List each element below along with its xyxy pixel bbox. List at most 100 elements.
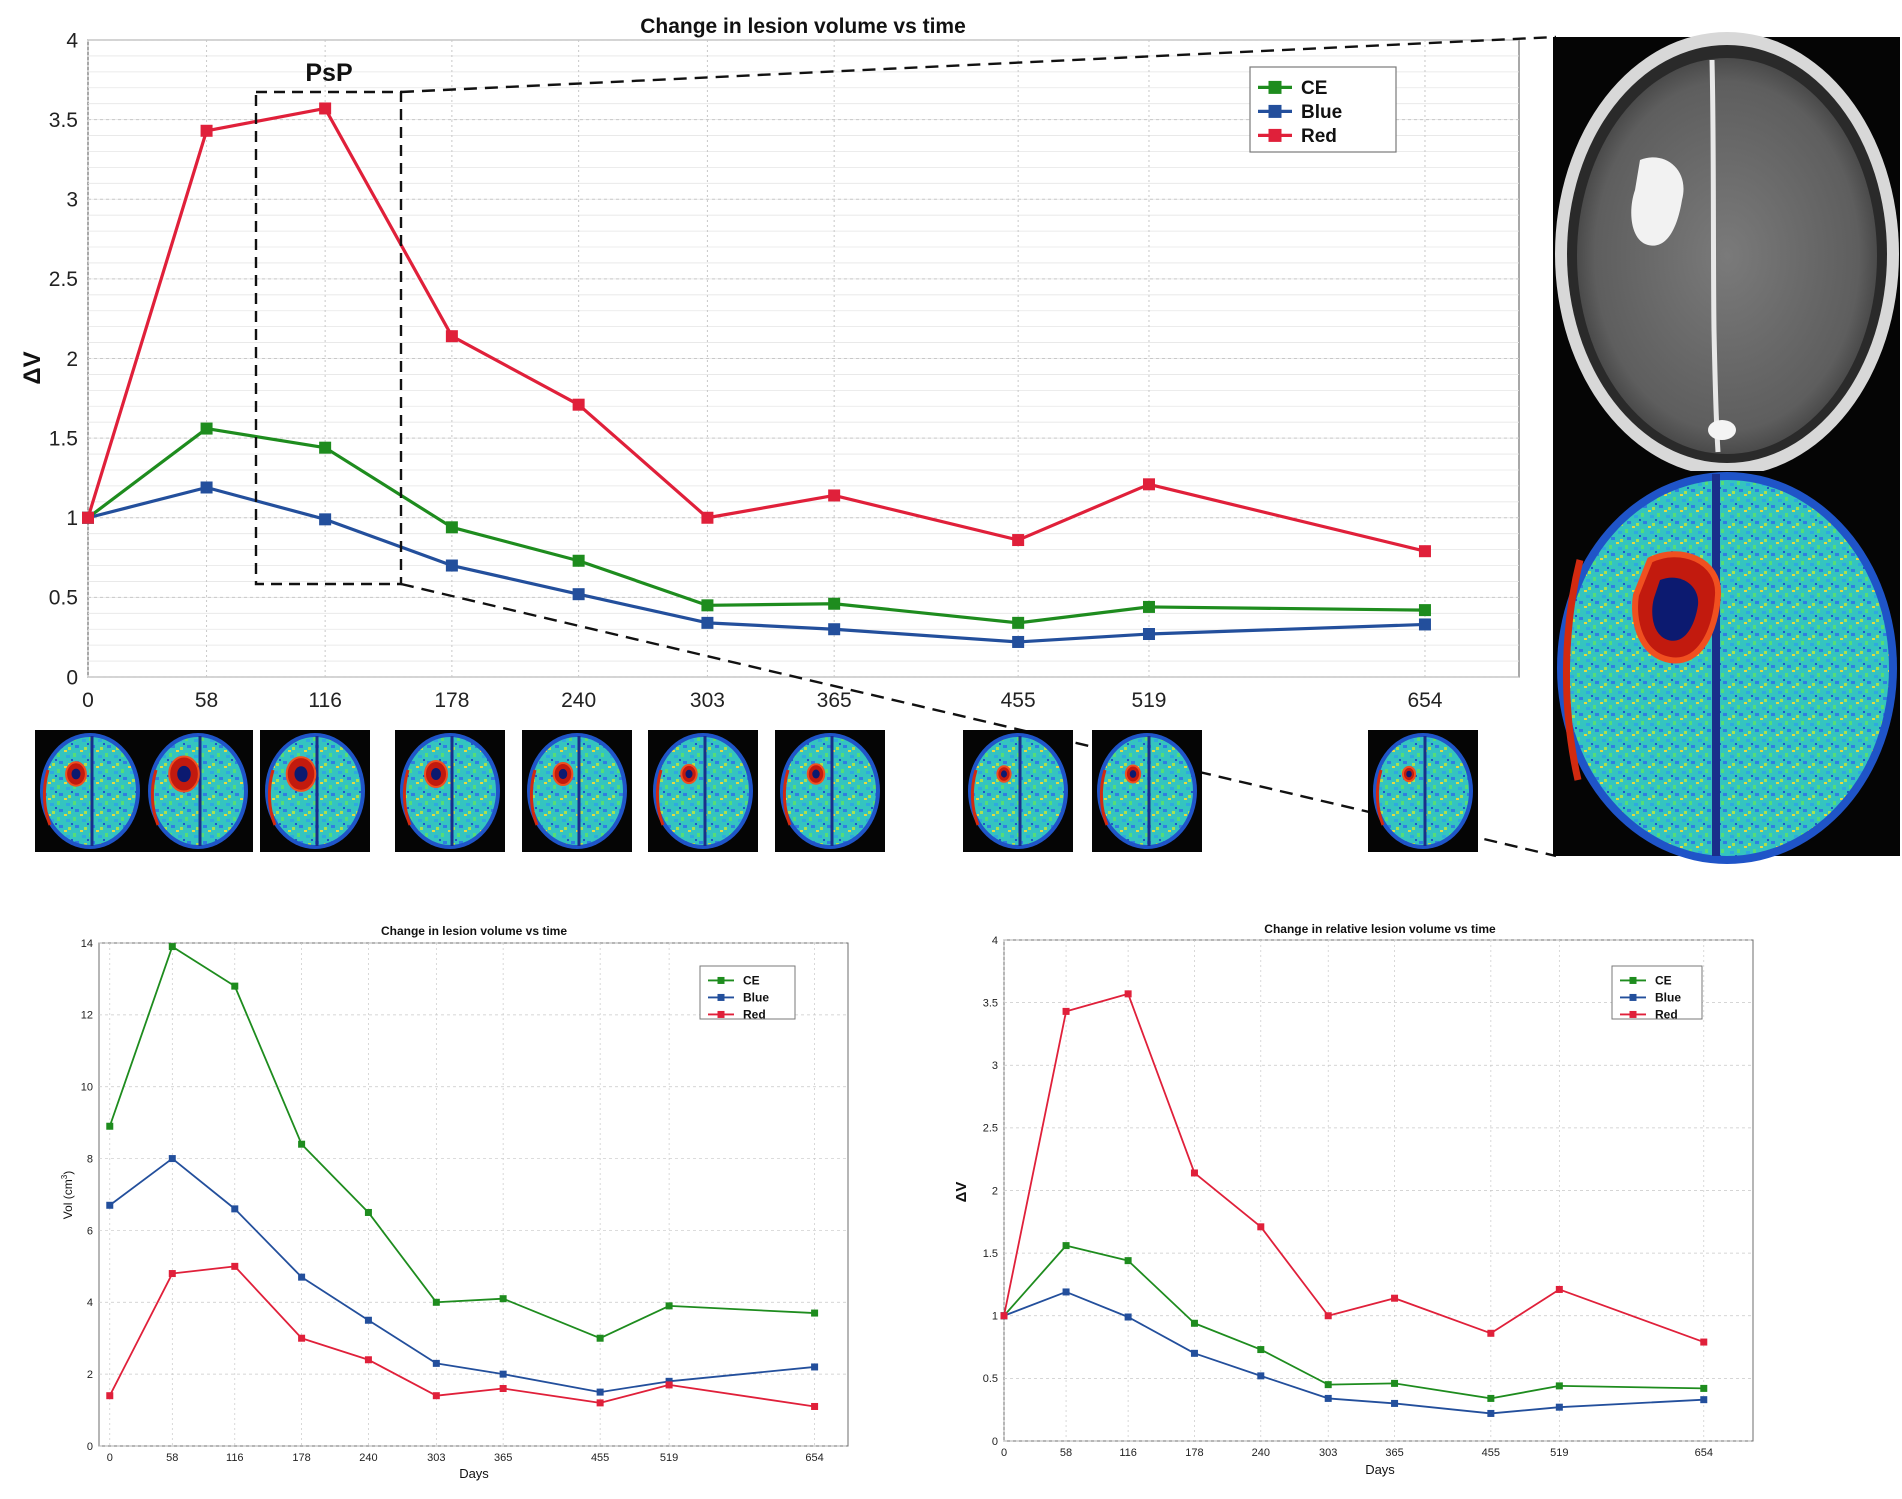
main-x-ticks: 0 58 116 178 240 303 365 455 519 654: [82, 689, 1443, 712]
main-x-tick-label: 240: [561, 689, 596, 712]
rel-point-blue: [1062, 1288, 1070, 1296]
abs-chart-title: Change in lesion volume vs time: [381, 924, 567, 938]
legend-label-ce: CE: [743, 974, 760, 988]
rel-point-red: [1391, 1294, 1399, 1302]
rel-chart-title: Change in relative lesion volume vs time: [1264, 922, 1496, 936]
thumbnail-lesion-core: [177, 765, 191, 783]
abs-series-line-ce: [108, 945, 815, 1340]
abs-x-tick-label: 519: [660, 1452, 678, 1464]
rel-point-red: [1257, 1223, 1265, 1231]
rel-point-ce: [1487, 1394, 1495, 1402]
color-map-edge-red: [1563, 559, 1584, 781]
zoom-line-bottom: [400, 582, 1557, 858]
rel-y-tick-label: 1: [992, 1311, 998, 1323]
color-map-brain: [1565, 480, 1889, 856]
rel-y-tick-label: 1.5: [983, 1248, 998, 1260]
abs-point-red: [432, 1392, 440, 1400]
main-point-red: [82, 511, 94, 524]
rel-point-red: [1324, 1312, 1332, 1320]
main-x-tick-label: 365: [817, 689, 852, 712]
thumbnail-lesion-core: [812, 769, 820, 779]
main-point-blue: [828, 623, 841, 636]
main-series-line-blue: [87, 485, 1426, 644]
thumbnail-edge: [402, 769, 412, 826]
thumbnail-map: [648, 730, 758, 852]
thumbnail-edge: [1375, 769, 1385, 826]
mri-lesion: [1631, 157, 1684, 246]
legend-label-red: Red: [1655, 1008, 1678, 1022]
abs-point-blue: [168, 1155, 176, 1163]
legend-label-ce: CE: [1655, 974, 1672, 988]
main-point-red: [445, 330, 458, 343]
abs-point-red: [811, 1402, 819, 1410]
rel-x-tick-label: 178: [1185, 1447, 1203, 1459]
thumbnail-edge: [970, 769, 980, 826]
rel-series: [1000, 990, 1708, 1417]
zoom-line-top: [400, 35, 1557, 94]
main-x-tick-label: 58: [195, 689, 218, 712]
rel-point-ce: [1124, 1257, 1132, 1265]
rel-point-blue: [1555, 1403, 1563, 1411]
main-x-tick-label: 519: [1131, 689, 1166, 712]
legend-marker-blue: [1268, 104, 1282, 118]
rel-point-ce: [1257, 1346, 1265, 1354]
thumbnail-map: [963, 730, 1073, 852]
main-point-red: [1012, 534, 1025, 547]
main-point-red: [1418, 545, 1431, 558]
abs-x-tick-label: 654: [805, 1452, 823, 1464]
abs-x-tick-label: 116: [226, 1452, 244, 1464]
main-point-red: [1142, 478, 1155, 491]
rel-point-blue: [1700, 1396, 1708, 1404]
rel-point-red: [1190, 1169, 1198, 1177]
main-point-red: [828, 489, 841, 502]
thumbnail-edge: [655, 769, 665, 826]
rel-point-blue: [1190, 1349, 1198, 1357]
thumbnail-lesion-core: [1406, 770, 1412, 778]
rel-point-blue: [1257, 1372, 1265, 1380]
abs-point-ce: [106, 1122, 114, 1130]
abs-y-tick-label: 14: [81, 938, 93, 950]
main-point-red: [572, 398, 585, 411]
psp-label: PsP: [305, 59, 352, 87]
abs-y-ticks: 0 2 4 6 8 10 12 14: [81, 938, 93, 1453]
thumbnail-brain: [152, 737, 244, 845]
main-y-tick-label: 1: [66, 507, 78, 530]
abs-point-blue: [298, 1273, 306, 1281]
rel-x-ticks: 0 58 116 178 240 303 365 455 519 654: [1001, 1447, 1713, 1459]
abs-x-ticks: 0 58 116 178 240 303 365 455 519 654: [107, 1452, 824, 1464]
thumbnail-map: [395, 730, 505, 852]
rel-legend-box: [1611, 965, 1703, 1020]
main-point-blue: [319, 513, 332, 526]
main-x-tick-label: 303: [690, 689, 725, 712]
main-y-ticks: 0 0.5 1 1.5 2 2.5 3 3.5 4: [49, 29, 79, 689]
abs-series-line-blue: [109, 1157, 815, 1394]
abs-x-tick-label: 0: [107, 1452, 113, 1464]
abs-x-tick-label: 455: [591, 1452, 609, 1464]
main-y-tick-label: 2.5: [49, 268, 78, 291]
thumbnail-map: [35, 730, 145, 852]
abs-y-tick-label: 12: [81, 1010, 93, 1022]
abs-point-red: [106, 1392, 114, 1400]
rel-x-tick-label: 365: [1385, 1447, 1403, 1459]
rel-y-axis-label: ΔV: [953, 1182, 970, 1203]
thumbnail-lesion-core: [685, 769, 693, 779]
thumbnail-lesion-core: [431, 768, 441, 780]
abs-legend: CE Blue Red: [699, 965, 796, 1022]
rel-point-blue: [1124, 1313, 1132, 1321]
abs-point-red: [168, 1270, 176, 1278]
mri-midline: [1709, 59, 1721, 453]
rel-point-red: [1487, 1329, 1495, 1337]
thumbnail-edge: [782, 769, 792, 826]
rel-point-blue: [1487, 1409, 1495, 1417]
rel-x-tick-label: 519: [1550, 1447, 1568, 1459]
main-point-ce: [1012, 616, 1025, 629]
abs-point-blue: [432, 1359, 440, 1367]
legend-label-blue: Blue: [743, 991, 769, 1005]
rel-x-tick-label: 654: [1695, 1447, 1713, 1459]
rel-x-tick-label: 240: [1252, 1447, 1270, 1459]
main-series-line-ce: [87, 426, 1425, 625]
abs-x-tick-label: 178: [292, 1452, 310, 1464]
main-chart: Change in lesion volume vs time ΔV 0 0.5 1…: [19, 15, 1557, 858]
abs-point-blue: [811, 1363, 819, 1371]
thumbnail-brain: [531, 737, 623, 845]
